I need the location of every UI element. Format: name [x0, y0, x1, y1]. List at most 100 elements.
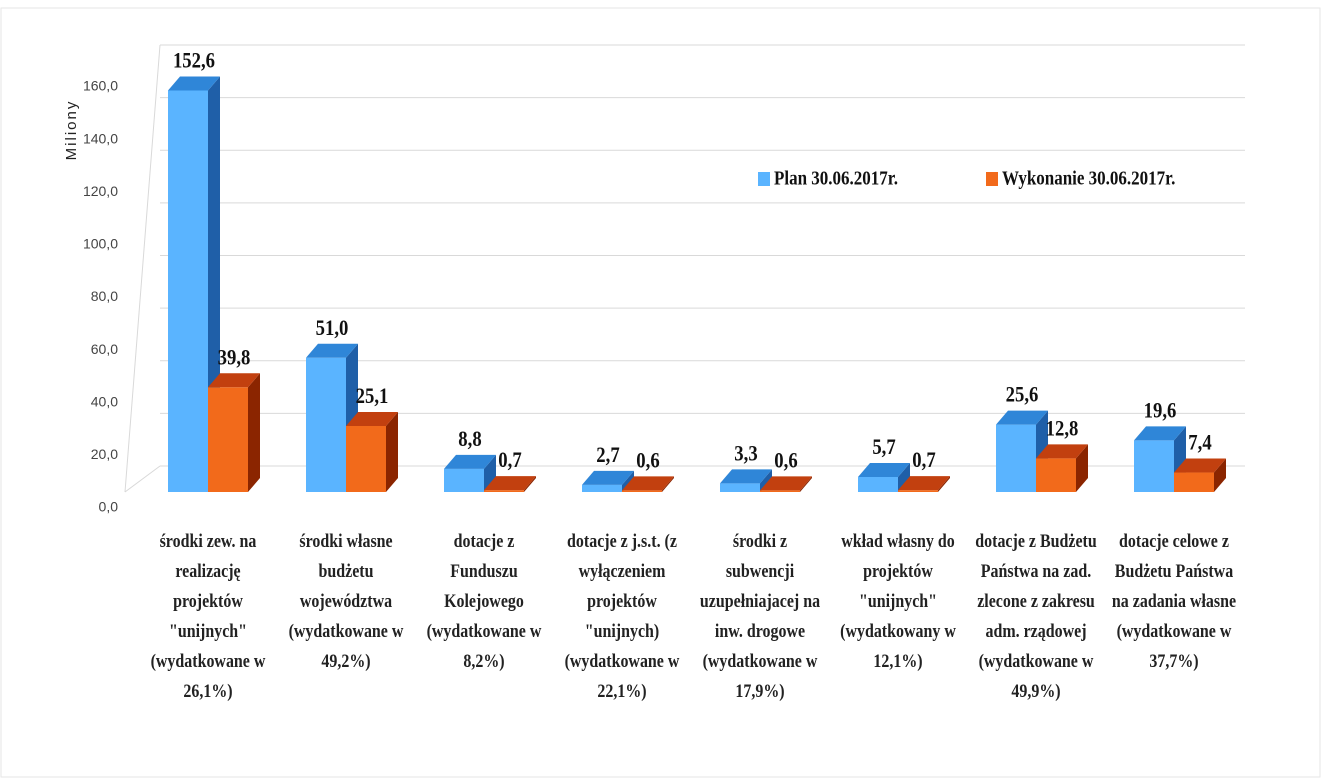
- bar-top: [720, 469, 772, 484]
- bar-side: [386, 411, 398, 492]
- legend-swatch: [758, 172, 770, 186]
- bar-front: [1174, 472, 1214, 492]
- value-label: 3,3: [734, 442, 757, 466]
- value-label: 2,7: [596, 444, 619, 468]
- value-label: 25,6: [1006, 383, 1039, 407]
- bar: [760, 476, 812, 492]
- bar: [858, 463, 910, 492]
- y-tick-label: 140,0: [83, 130, 118, 146]
- bar-top: [1036, 444, 1088, 459]
- bar-top: [444, 454, 496, 469]
- bar-side: [1214, 458, 1226, 492]
- value-label: 152,6: [173, 49, 215, 73]
- x-tick-label: środki własne budżetu województwa (wydat…: [288, 531, 404, 672]
- floor-edge: [124, 465, 161, 493]
- bar-top: [898, 476, 950, 491]
- x-tick-label: wkład własny do projektów "unijnych" (wy…: [840, 531, 956, 672]
- x-tick-label: środki zew. na realizację projektów "uni…: [150, 531, 266, 702]
- bar-top: [760, 476, 812, 491]
- y-tick-label: 0,0: [99, 499, 119, 515]
- bar-side: [938, 476, 950, 492]
- x-tick-label: dotacje celowe z Budżetu Państwa na zada…: [1111, 531, 1237, 672]
- bar-top: [1134, 426, 1186, 441]
- bar-side: [524, 476, 536, 492]
- value-label: 8,8: [458, 428, 481, 452]
- x-tick-label: dotacje z Funduszu Kolejowego (wydatkowa…: [426, 531, 542, 672]
- bar-top: [582, 470, 634, 485]
- bar: [346, 411, 398, 492]
- bar-side: [898, 463, 910, 492]
- bar: [444, 454, 496, 492]
- bar-top: [208, 373, 260, 388]
- value-label: 19,6: [1144, 399, 1177, 423]
- bar-top: [996, 410, 1048, 425]
- bar-front: [622, 490, 662, 492]
- bar-side: [662, 476, 674, 492]
- bar-side: [248, 373, 260, 492]
- y-tick-label: 80,0: [91, 288, 118, 304]
- axis-wall: [124, 44, 161, 493]
- bar-side: [1076, 444, 1088, 492]
- bar-front: [306, 357, 346, 492]
- bar-front: [858, 477, 898, 492]
- bar-top: [858, 463, 910, 478]
- bar-side: [760, 469, 772, 492]
- bar: [484, 476, 536, 492]
- bar-front: [582, 484, 622, 492]
- y-tick-label: 160,0: [83, 78, 118, 94]
- y-axis-label: Miliony: [63, 100, 80, 161]
- bar: [622, 476, 674, 492]
- bar-side: [800, 476, 812, 492]
- bar: [306, 343, 358, 492]
- bar-side: [622, 470, 634, 492]
- bar-side: [484, 454, 496, 492]
- y-tick-label: 100,0: [83, 236, 118, 252]
- bar: [208, 373, 260, 492]
- value-label: 12,8: [1046, 417, 1079, 441]
- frame: [0, 7, 1321, 778]
- value-label: 51,0: [316, 317, 349, 341]
- bar: [582, 470, 634, 492]
- y-tick-label: 120,0: [83, 183, 118, 199]
- bar: [898, 476, 950, 492]
- y-tick-label: 60,0: [91, 341, 118, 357]
- bar-top: [346, 411, 398, 426]
- value-label: 7,4: [1188, 431, 1211, 455]
- x-tick-label: dotacje z Budżetu Państwa na zad. zlecon…: [975, 531, 1097, 702]
- bar-front: [720, 483, 760, 492]
- value-label: 0,7: [498, 449, 521, 473]
- bar-top: [622, 476, 674, 491]
- bar-front: [168, 90, 208, 492]
- bar-front: [1134, 440, 1174, 492]
- bar-front: [1036, 458, 1076, 492]
- bar: [1036, 444, 1088, 492]
- y-tick-label: 20,0: [91, 446, 118, 462]
- value-label: 25,1: [356, 385, 389, 409]
- legend-label: Wykonanie 30.06.2017r.: [1002, 167, 1175, 190]
- x-tick-label: dotacje z j.s.t. (z wyłączeniem projektó…: [564, 531, 680, 702]
- value-label: 39,8: [218, 346, 251, 370]
- bar-top: [168, 76, 220, 91]
- bar: [1174, 458, 1226, 492]
- value-label: 5,7: [872, 436, 895, 460]
- bar: [720, 469, 772, 492]
- bar-front: [898, 490, 938, 492]
- bar-front: [208, 387, 248, 492]
- value-label: 0,7: [912, 449, 935, 473]
- value-label: 0,6: [636, 449, 659, 473]
- y-tick-label: 40,0: [91, 393, 118, 409]
- legend-label: Plan 30.06.2017r.: [774, 167, 898, 190]
- bar-front: [760, 490, 800, 492]
- x-tick-label: środki z subwencji uzupełniajacej na inw…: [699, 531, 821, 702]
- bar-top: [1174, 458, 1226, 473]
- bar-front: [484, 490, 524, 492]
- bar-top: [306, 343, 358, 358]
- bar-front: [996, 424, 1036, 492]
- value-label: 0,6: [774, 449, 797, 473]
- legend-swatch: [986, 172, 998, 186]
- bar-front: [346, 425, 386, 492]
- bar-front: [444, 468, 484, 492]
- bar-top: [484, 476, 536, 491]
